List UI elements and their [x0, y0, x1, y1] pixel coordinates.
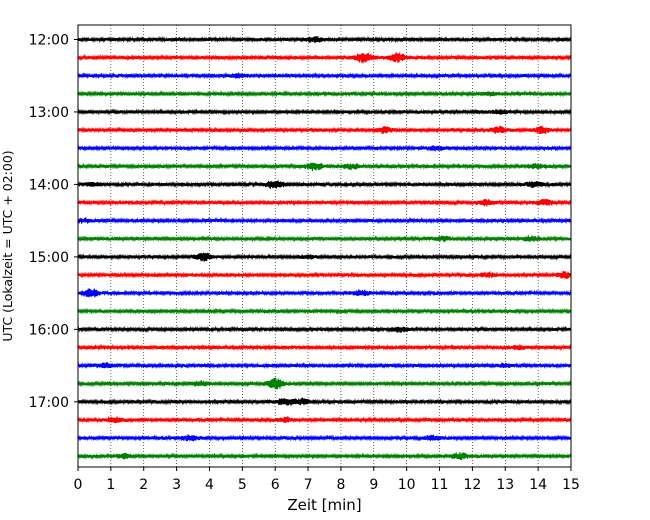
y-axis-ticks: 12:00 13:00 14:00 15:00 16:00 17:00 [29, 32, 78, 411]
x-tick-label: 5 [238, 477, 247, 493]
seismogram-trace [77, 452, 572, 461]
y-tick-label: 13:00 [29, 105, 69, 121]
x-tick-label: 11 [431, 477, 449, 493]
y-tick-label: 16:00 [29, 322, 69, 338]
x-tick-label: 3 [172, 477, 181, 493]
x-tick-label: 2 [139, 477, 148, 493]
seismogram-trace [77, 434, 572, 442]
x-tick-label: 1 [106, 477, 115, 493]
x-tick-label: 7 [304, 477, 313, 493]
x-tick-label: 13 [496, 477, 514, 493]
seismogram-trace [77, 252, 572, 262]
seismogram-trace [77, 198, 572, 207]
seismogram-trace [77, 416, 572, 424]
seismogram-trace [77, 288, 572, 298]
x-axis-ticks: 0 1 2 3 4 5 6 7 8 9 10 11 12 13 14 15 [74, 467, 580, 493]
seismogram-trace [77, 235, 572, 243]
y-tick-label: 14:00 [29, 177, 69, 193]
x-tick-label: 10 [398, 477, 416, 493]
x-axis-label: Zeit [min] [287, 496, 361, 514]
seismogram-trace [77, 307, 572, 315]
seismogram-trace [77, 162, 572, 172]
y-tick-label: 15:00 [29, 250, 69, 266]
seismogram-trace [77, 217, 572, 225]
y-axis-label: UTC (Lokalzeit = UTC + 02:00) [0, 150, 15, 341]
plot-frame [77, 24, 572, 468]
x-tick-label: 12 [463, 477, 481, 493]
seismogram-trace [77, 397, 572, 406]
seismogram-trace [77, 180, 572, 189]
seismogram-trace [77, 325, 572, 334]
y-tick-label: 17:00 [29, 395, 69, 411]
seismogram-trace [77, 270, 572, 279]
seismogram-trace [77, 72, 572, 80]
seismogram-trace [77, 125, 572, 135]
x-tick-label: 9 [369, 477, 378, 493]
x-tick-label: 6 [271, 477, 280, 493]
seismogram-trace [77, 52, 572, 64]
seismogram-trace [77, 361, 572, 370]
x-tick-label: 8 [336, 477, 345, 493]
seismogram-trace [77, 343, 572, 352]
seismogram-traces [77, 35, 572, 461]
x-tick-label: 15 [562, 477, 580, 493]
seismogram-trace [77, 377, 572, 390]
seismogram-trace [77, 90, 572, 98]
x-tick-label: 14 [529, 477, 547, 493]
seismogram-trace [77, 108, 572, 116]
x-tick-label: 4 [205, 477, 214, 493]
y-tick-label: 12:00 [29, 32, 69, 48]
seismogram-trace [77, 35, 572, 44]
seismogram-trace [77, 144, 572, 152]
x-tick-label: 0 [74, 477, 83, 493]
